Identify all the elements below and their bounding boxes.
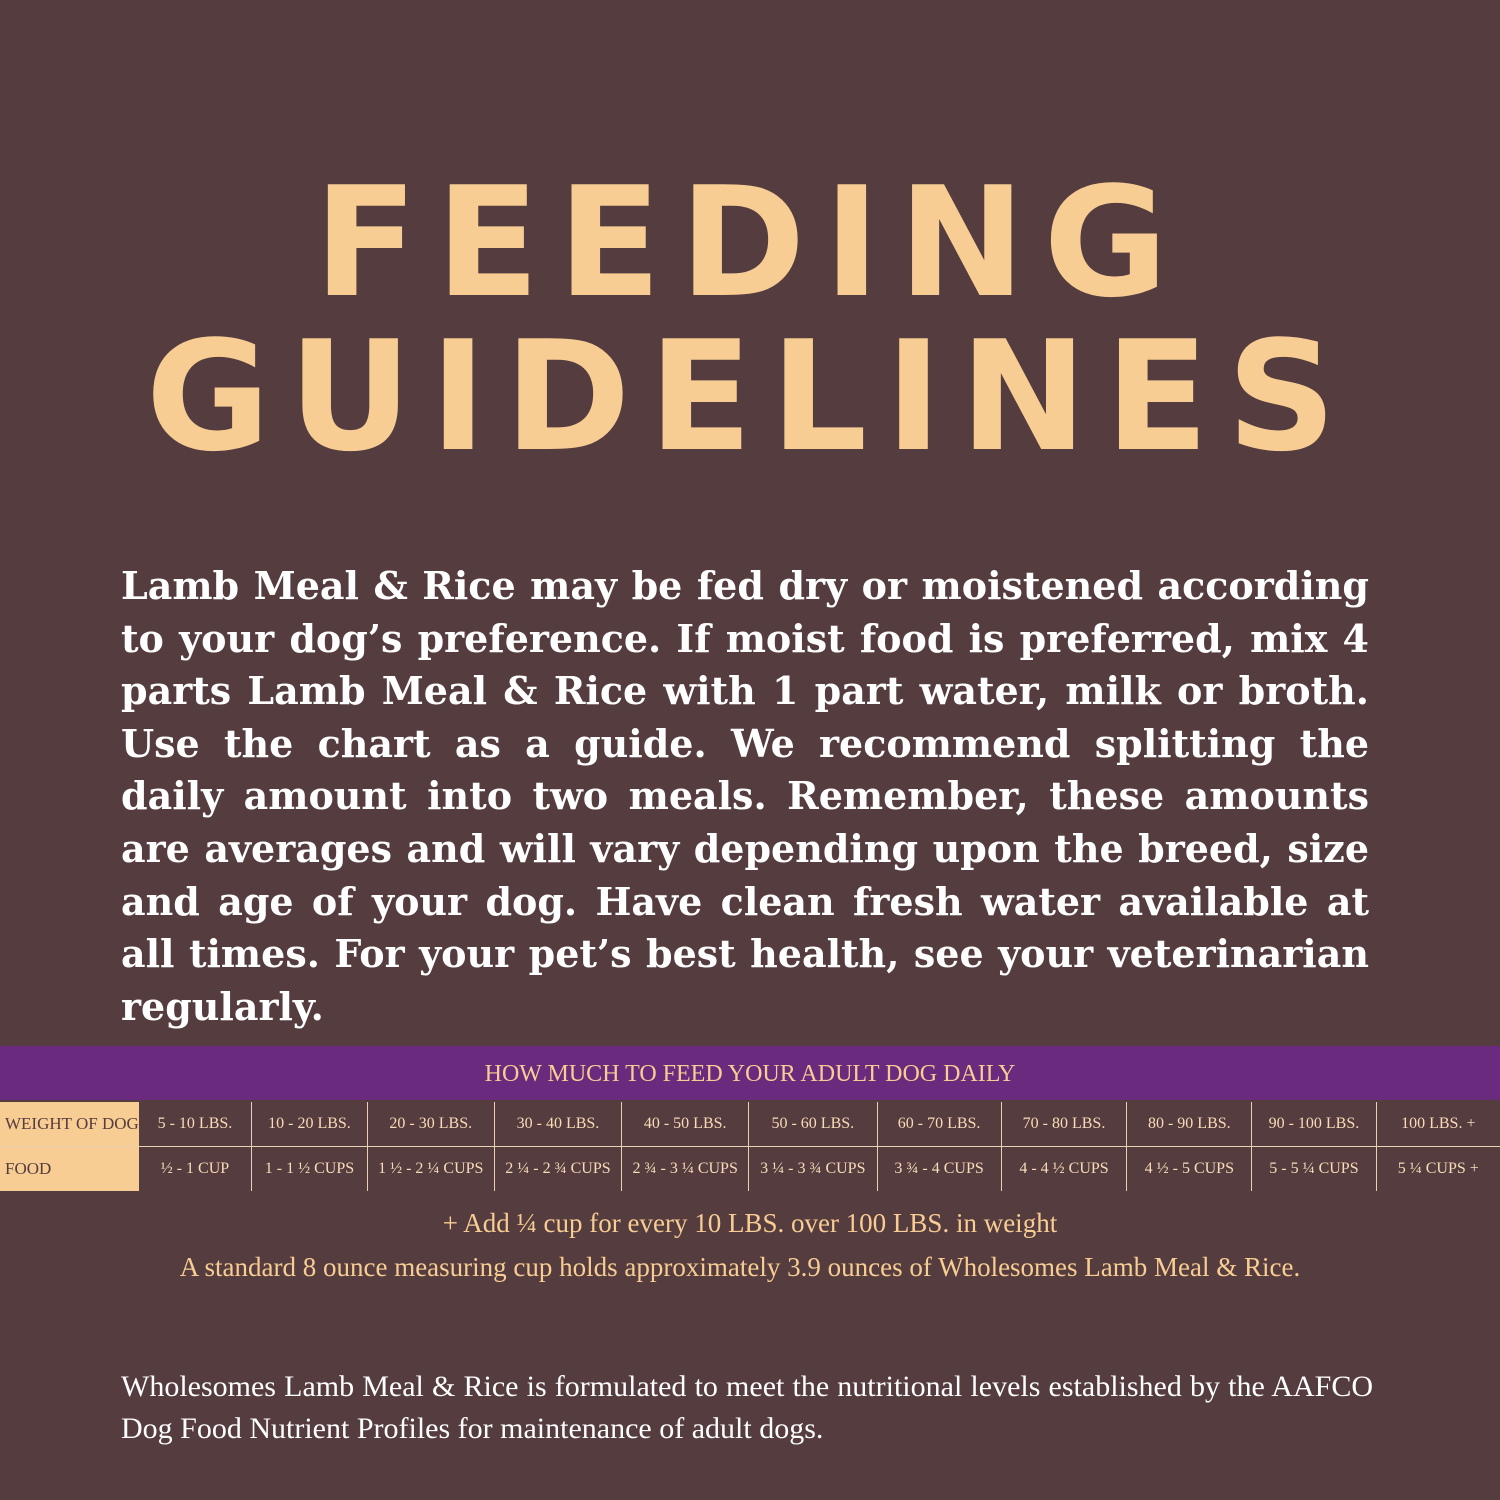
row-label-weight: WEIGHT OF DOG [0,1102,139,1147]
extra-weight-note: + Add ¼ cup for every 10 LBS. over 100 L… [442,1208,1058,1238]
weight-cell: 5 - 10 LBS. [138,1102,252,1147]
weight-cell: 30 - 40 LBS. [493,1102,622,1147]
food-cell: 1 - 1 ½ CUPS [251,1146,368,1191]
feeding-table: WEIGHT OF DOG 5 - 10 LBS. 10 - 20 LBS. 20 … [0,1102,1500,1191]
row-label-food: FOOD [0,1146,139,1191]
cup-note: A standard 8 ounce measuring cup holds a… [179,1252,1301,1282]
food-cell: 1 ½ - 2 ¼ CUPS [366,1146,495,1191]
weight-cell: 10 - 20 LBS. [251,1102,368,1147]
weight-cell: 100 LBS. + [1375,1102,1500,1147]
food-cell: 3 ¼ - 3 ¾ CUPS [748,1146,878,1191]
weight-row: WEIGHT OF DOG 5 - 10 LBS. 10 - 20 LBS. 20 … [0,1102,1500,1147]
weight-cell: 50 - 60 LBS. [748,1102,878,1147]
weight-cell: 40 - 50 LBS. [621,1102,749,1147]
food-cell: 3 ¾ - 4 CUPS [876,1146,1002,1191]
intro-paragraph: Lamb Meal & Rice may be fed dry or moist… [121,563,1369,1029]
weight-cell: 70 - 80 LBS. [1000,1102,1127,1147]
weight-cell: 90 - 100 LBS. [1251,1102,1377,1147]
title-line-2: GUIDELINES [145,308,1355,485]
food-cell: 5 - 5 ¼ CUPS [1251,1146,1377,1191]
food-cell: ½ - 1 CUP [160,1160,230,1177]
food-cell: 2 ¾ - 3 ¼ CUPS [621,1146,749,1191]
food-cell: 5 ¼ CUPS + [1375,1146,1500,1191]
weight-cell: 60 - 70 LBS. [876,1102,1002,1147]
weight-cell: 20 - 30 LBS. [366,1102,495,1147]
food-cell: 4 - 4 ½ CUPS [1000,1146,1127,1191]
table-heading: HOW MUCH TO FEED YOUR ADULT DOG DAILY [0,1046,1500,1100]
title-line-1: FEEDING [313,154,1187,331]
food-cell: 4 ½ - 5 CUPS [1126,1146,1252,1191]
weight-cell: 80 - 90 LBS. [1126,1102,1252,1147]
aafco-statement: Wholesomes Lamb Meal & Rice is formulate… [121,1370,1373,1445]
food-cell: 2 ¼ - 2 ¾ CUPS [493,1146,622,1191]
food-row: FOOD ½ - 1 CUP 1 - 1 ½ CUPS 1 ½ - 2 ¼ CUPS… [0,1146,1500,1191]
